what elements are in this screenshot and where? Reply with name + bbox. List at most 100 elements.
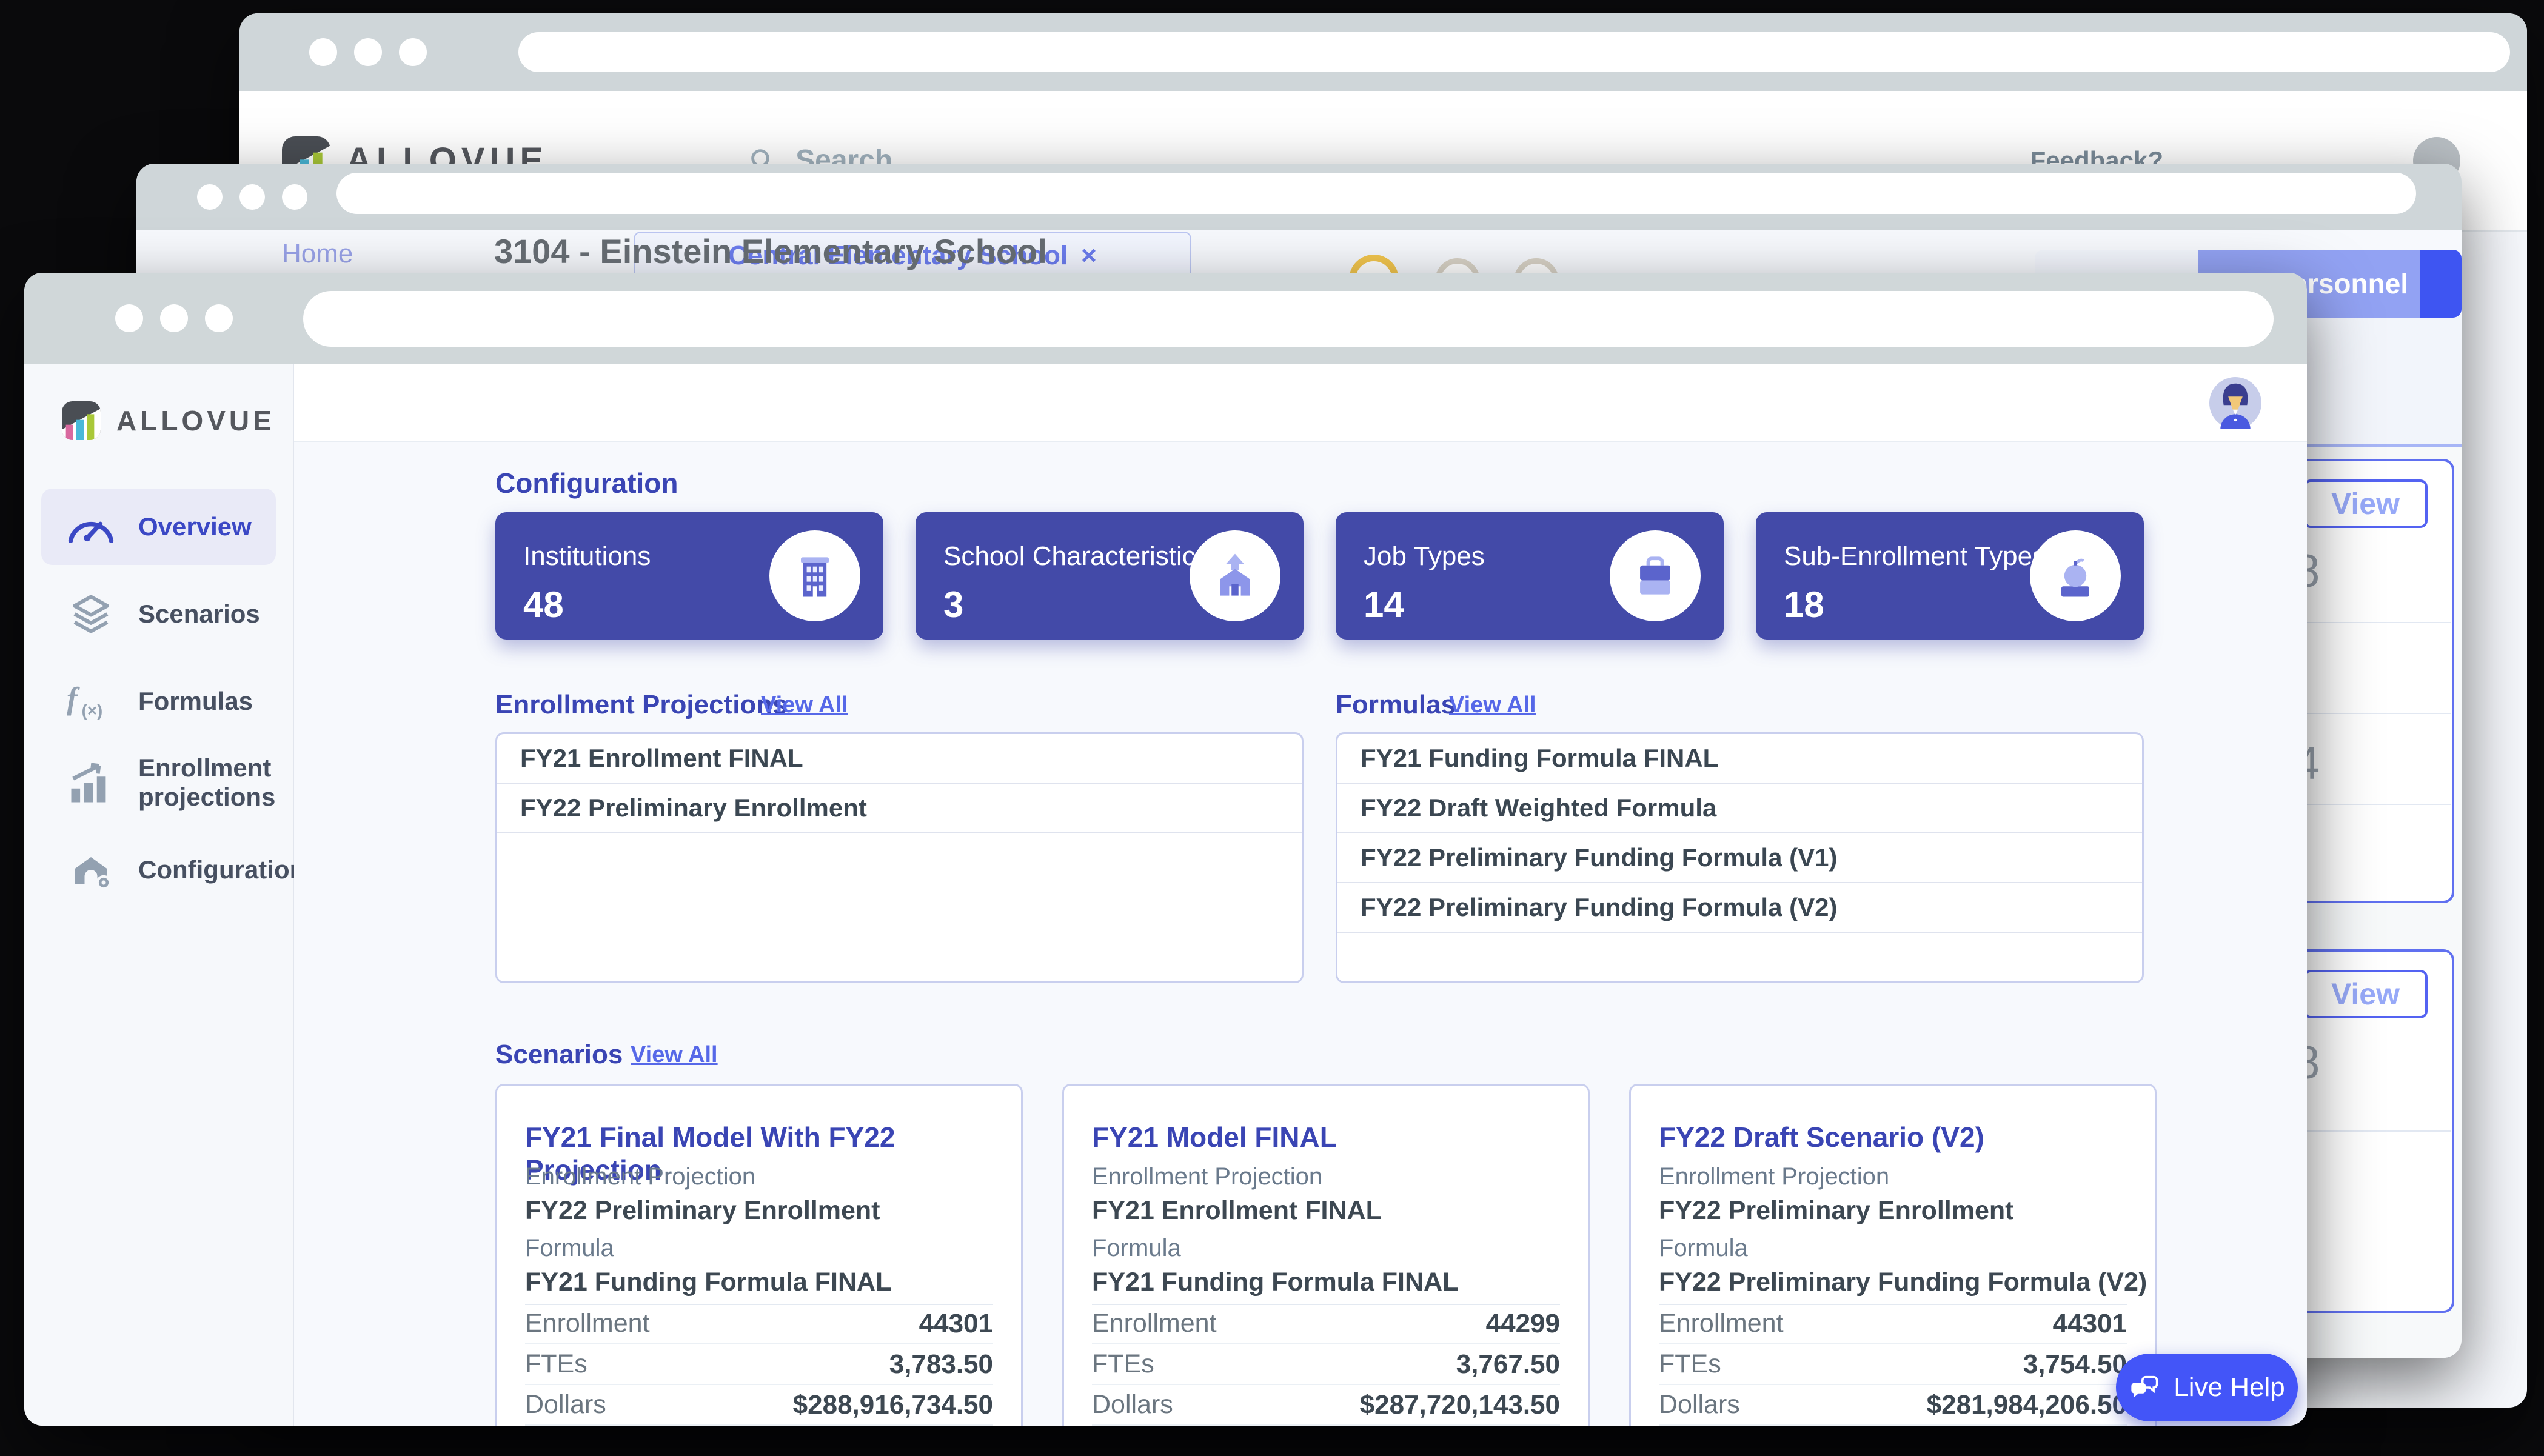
- field-value: FY21 Funding Formula FINAL: [525, 1267, 891, 1297]
- section-title-scenarios: Scenarios: [495, 1040, 623, 1070]
- stat-row: Dollars $281,984,206.50: [1659, 1385, 2127, 1426]
- user-avatar[interactable]: [2209, 377, 2261, 429]
- allovue-logo: ALLOVUE: [62, 401, 293, 440]
- minimize-window-button[interactable]: [160, 304, 188, 332]
- close-window-button[interactable]: [115, 304, 143, 332]
- stat-row-label: Enrollment: [1659, 1309, 1784, 1338]
- brand-name: ALLOVUE: [116, 404, 275, 437]
- sidebar-item-label: Enrollment projections: [138, 753, 276, 812]
- scenario-card[interactable]: FY21 Model FINAL Enrollment Projection F…: [1062, 1084, 1590, 1426]
- sidebar-item-enrollment-projections[interactable]: Enrollment projections: [41, 744, 276, 821]
- browser-titlebar: [239, 13, 2527, 91]
- stat-value: 18: [1784, 584, 1824, 626]
- field-value: FY21 Enrollment FINAL: [1092, 1196, 1382, 1226]
- stat-row-label: Enrollment: [1092, 1309, 1217, 1338]
- section-title-configuration: Configuration: [495, 467, 678, 499]
- zoom-window-button[interactable]: [282, 184, 307, 210]
- stat-row: Dollars $287,720,143.50: [1092, 1385, 1560, 1426]
- list-item[interactable]: FY21 Enrollment FINAL: [497, 734, 1302, 784]
- field-label: Enrollment Projection: [1659, 1163, 1889, 1191]
- close-icon[interactable]: ×: [1081, 241, 1097, 271]
- gauge-icon: [64, 508, 118, 546]
- svg-text:f: f: [67, 681, 80, 716]
- minimize-window-button[interactable]: [354, 38, 382, 66]
- view-all-enrollment-projections[interactable]: View All: [761, 692, 848, 718]
- stat-card-school-characteristics[interactable]: School Characteristics 3: [916, 512, 1304, 640]
- stat-row: Enrollment 44299: [1092, 1304, 1560, 1344]
- overview-content: Configuration Institutions 48: [294, 442, 2307, 1426]
- stat-label: Institutions: [523, 541, 651, 572]
- field-label: Formula: [525, 1235, 614, 1262]
- stat-row-value: $281,984,206.50: [1927, 1390, 2127, 1420]
- stat-row-value: $287,720,143.50: [1360, 1390, 1560, 1420]
- briefcase-icon: [1610, 530, 1701, 621]
- stat-row-value: 44301: [919, 1309, 993, 1339]
- school-gear-icon: [64, 848, 118, 892]
- enrollment-projections-list: FY21 Enrollment FINAL FY22 Preliminary E…: [495, 732, 1304, 983]
- stat-row-value: 44301: [2053, 1309, 2127, 1339]
- sidebar-item-overview[interactable]: Overview: [41, 489, 276, 565]
- stat-card-job-types[interactable]: Job Types 14: [1336, 512, 1724, 640]
- field-value: FY21 Funding Formula FINAL: [1092, 1267, 1458, 1297]
- close-window-button[interactable]: [197, 184, 223, 210]
- view-all-scenarios[interactable]: View All: [631, 1042, 718, 1068]
- minimize-window-button[interactable]: [239, 184, 265, 210]
- live-help-button[interactable]: Live Help: [2116, 1354, 2298, 1421]
- list-item[interactable]: FY22 Preliminary Enrollment: [497, 784, 1302, 833]
- schoolhouse-icon: [1190, 530, 1280, 621]
- view-all-formulas[interactable]: View All: [1449, 692, 1536, 718]
- browser-titlebar: [136, 164, 2462, 230]
- stat-value: 14: [1364, 584, 1404, 626]
- sidebar-item-configuration[interactable]: Configuration: [41, 832, 276, 908]
- list-item[interactable]: FY22 Preliminary Funding Formula (V2): [1337, 883, 2142, 933]
- field-label: Enrollment Projection: [525, 1163, 755, 1191]
- section-title-enrollment-projections: Enrollment Projections: [495, 690, 788, 720]
- scenario-card[interactable]: FY21 Final Model With FY22 Projection En…: [495, 1084, 1023, 1426]
- field-label: Formula: [1092, 1235, 1181, 1262]
- scenario-title: FY21 Model FINAL: [1092, 1121, 1337, 1154]
- sidebar-item-scenarios[interactable]: Scenarios: [41, 576, 276, 652]
- building-icon: [769, 530, 860, 621]
- view-button[interactable]: View: [2303, 970, 2428, 1018]
- stat-card-sub-enrollment-types[interactable]: Sub-Enrollment Types 18: [1756, 512, 2144, 640]
- stat-row: Enrollment 44301: [1659, 1304, 2127, 1344]
- close-window-button[interactable]: [309, 38, 337, 66]
- list-item[interactable]: FY21 Funding Formula FINAL: [1337, 734, 2142, 784]
- stat-row-label: FTEs: [1659, 1349, 1721, 1379]
- zoom-window-button[interactable]: [205, 304, 233, 332]
- stat-row: FTEs 3,767.50: [1092, 1344, 1560, 1385]
- main-area: Configuration Institutions 48: [294, 364, 2307, 1426]
- view-button[interactable]: View: [2303, 479, 2428, 528]
- zoom-window-button[interactable]: [399, 38, 427, 66]
- stat-card-institutions[interactable]: Institutions 48: [495, 512, 883, 640]
- stat-row-value: 3,767.50: [1456, 1349, 1560, 1380]
- chat-icon: [2129, 1372, 2160, 1403]
- chart-icon: [64, 759, 118, 806]
- field-label: Enrollment Projection: [1092, 1163, 1322, 1191]
- main-header: [294, 364, 2307, 442]
- stat-row-value: 3,783.50: [889, 1349, 993, 1380]
- field-label: Formula: [1659, 1235, 1748, 1262]
- formulas-list: FY21 Funding Formula FINAL FY22 Draft We…: [1336, 732, 2144, 983]
- scenario-card[interactable]: FY22 Draft Scenario (V2) Enrollment Proj…: [1629, 1084, 2157, 1426]
- stat-row: Enrollment 44301: [525, 1304, 993, 1344]
- address-bar[interactable]: [336, 173, 2416, 214]
- stat-row: FTEs 3,754.50: [1659, 1344, 2127, 1385]
- stat-row-label: Dollars: [1092, 1390, 1173, 1420]
- stat-row-value: 44299: [1486, 1309, 1560, 1339]
- sidebar-item-formulas[interactable]: f (×) Formulas: [41, 663, 276, 740]
- field-value: FY22 Preliminary Enrollment: [1659, 1196, 2013, 1226]
- list-item[interactable]: FY22 Draft Weighted Formula: [1337, 784, 2142, 833]
- address-bar[interactable]: [303, 291, 2274, 347]
- scenarios-icon: [64, 592, 118, 636]
- sidebar-item-label: Formulas: [138, 687, 253, 716]
- stat-row-label: Enrollment: [525, 1309, 650, 1338]
- list-item[interactable]: FY22 Preliminary Funding Formula (V1): [1337, 833, 2142, 883]
- svg-text:(×): (×): [82, 701, 103, 720]
- fx-icon: f (×): [64, 680, 118, 723]
- address-bar[interactable]: [518, 32, 2510, 72]
- page-title: 3104 - Einstein Elementary School: [494, 232, 1047, 271]
- stat-row-value: $288,916,734.50: [793, 1390, 993, 1420]
- allovue-mark-icon: [62, 401, 101, 440]
- breadcrumb-home[interactable]: Home: [282, 239, 353, 269]
